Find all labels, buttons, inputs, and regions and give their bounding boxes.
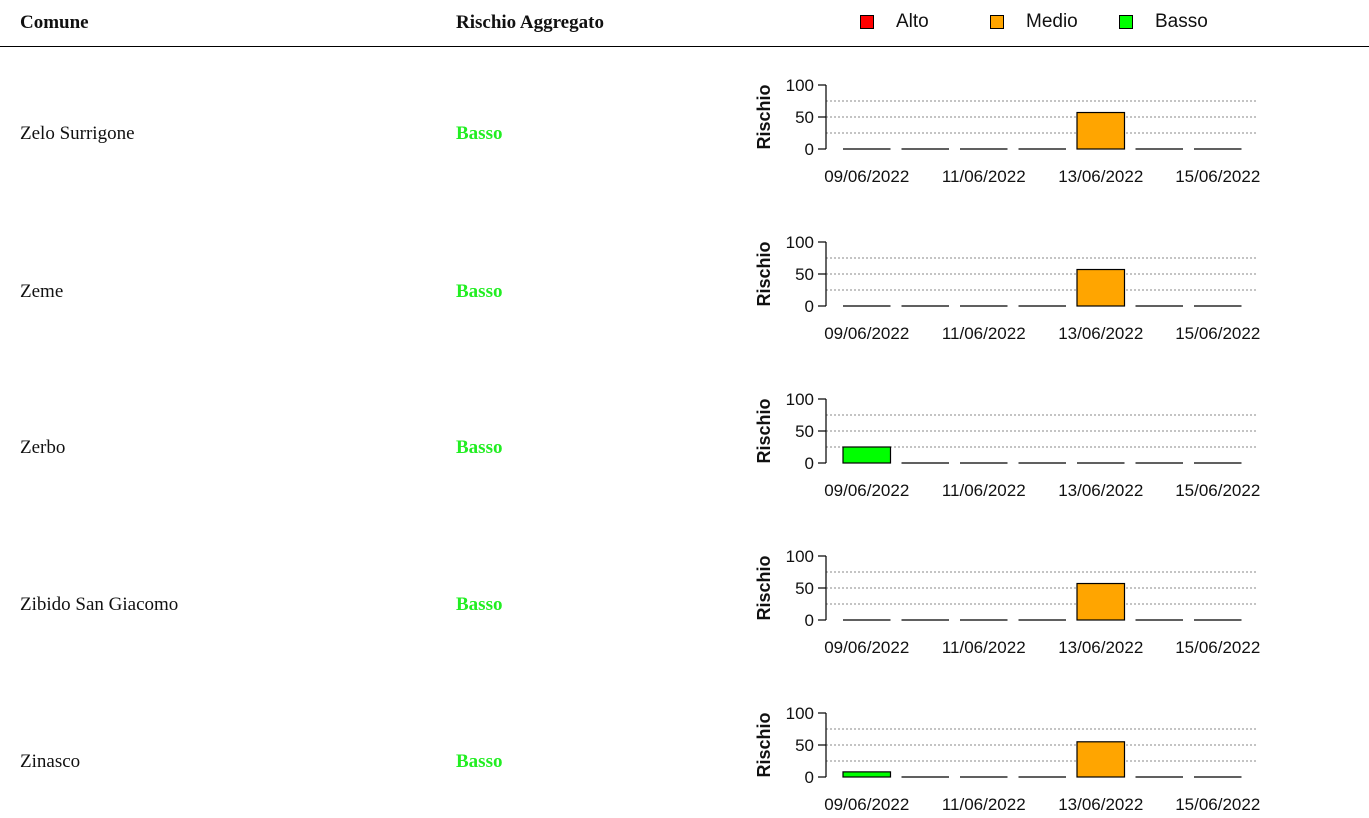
- y-axis-title: Rischio: [754, 712, 774, 777]
- x-tick-label: 15/06/2022: [1175, 638, 1260, 657]
- row-comune-name: Zelo Surrigone: [20, 123, 135, 144]
- y-tick-label: 100: [786, 704, 814, 723]
- row-comune-name: Zeme: [20, 281, 64, 302]
- legend-label-alto: Alto: [896, 11, 929, 32]
- x-tick-label: 13/06/2022: [1058, 324, 1143, 343]
- y-tick-label: 100: [786, 76, 814, 95]
- y-axis-title: Rischio: [754, 398, 774, 463]
- x-tick-label: 13/06/2022: [1058, 795, 1143, 814]
- y-tick-label: 100: [786, 547, 814, 566]
- row-comune-name: Zibido San Giacomo: [20, 594, 179, 615]
- y-tick-label: 50: [795, 108, 814, 127]
- x-tick-label: 11/06/2022: [942, 481, 1026, 500]
- y-tick-label: 0: [805, 297, 814, 316]
- x-tick-label: 15/06/2022: [1175, 795, 1260, 814]
- x-tick-label: 11/06/2022: [942, 167, 1026, 186]
- bar: [1076, 582, 1126, 621]
- y-tick-label: 100: [786, 390, 814, 409]
- y-axis-title: Rischio: [754, 555, 774, 620]
- y-tick-label: 0: [805, 454, 814, 473]
- y-tick-label: 50: [795, 736, 814, 755]
- row-risk-level: Basso: [456, 594, 503, 615]
- row-comune-name: Zerbo: [20, 437, 66, 458]
- x-tick-label: 15/06/2022: [1175, 481, 1260, 500]
- x-tick-label: 13/06/2022: [1058, 481, 1143, 500]
- x-tick-label: 15/06/2022: [1175, 324, 1260, 343]
- column-header-rischio-aggregato: Rischio Aggregato: [456, 12, 604, 33]
- column-header-comune: Comune: [20, 12, 89, 33]
- y-tick-label: 0: [805, 140, 814, 159]
- legend-item-medio: Medio: [990, 11, 1078, 33]
- x-tick-label: 09/06/2022: [824, 167, 909, 186]
- y-tick-label: 50: [795, 579, 814, 598]
- x-tick-label: 09/06/2022: [824, 324, 909, 343]
- x-tick-label: 09/06/2022: [824, 481, 909, 500]
- legend-label-medio: Medio: [1026, 11, 1078, 32]
- x-tick-label: 09/06/2022: [824, 638, 909, 657]
- legend-swatch-medio: [990, 15, 1004, 29]
- y-tick-label: 0: [805, 611, 814, 630]
- legend-item-basso: Basso: [1119, 11, 1208, 33]
- bar: [842, 446, 892, 464]
- y-axis-title: Rischio: [754, 241, 774, 306]
- y-tick-label: 100: [786, 233, 814, 252]
- legend-item-alto: Alto: [860, 11, 929, 33]
- header-rule: [0, 46, 1369, 47]
- legend-swatch-basso: [1119, 15, 1133, 29]
- row-risk-level: Basso: [456, 123, 503, 144]
- bar: [1076, 111, 1126, 150]
- bar: [1076, 741, 1126, 778]
- x-tick-label: 11/06/2022: [942, 638, 1026, 657]
- legend-label-basso: Basso: [1155, 11, 1208, 32]
- x-tick-label: 15/06/2022: [1175, 167, 1260, 186]
- x-tick-label: 11/06/2022: [942, 795, 1026, 814]
- row-risk-level: Basso: [456, 437, 503, 458]
- legend-swatch-alto: [860, 15, 874, 29]
- x-tick-label: 13/06/2022: [1058, 167, 1143, 186]
- x-tick-label: 09/06/2022: [824, 795, 909, 814]
- y-tick-label: 0: [805, 768, 814, 787]
- y-axis-title: Rischio: [754, 84, 774, 149]
- y-tick-label: 50: [795, 265, 814, 284]
- x-tick-label: 13/06/2022: [1058, 638, 1143, 657]
- x-tick-label: 11/06/2022: [942, 324, 1026, 343]
- bar: [842, 771, 892, 778]
- y-tick-label: 50: [795, 422, 814, 441]
- row-risk-level: Basso: [456, 281, 503, 302]
- row-comune-name: Zinasco: [20, 751, 81, 772]
- row-risk-level: Basso: [456, 751, 503, 772]
- bar: [1076, 268, 1126, 307]
